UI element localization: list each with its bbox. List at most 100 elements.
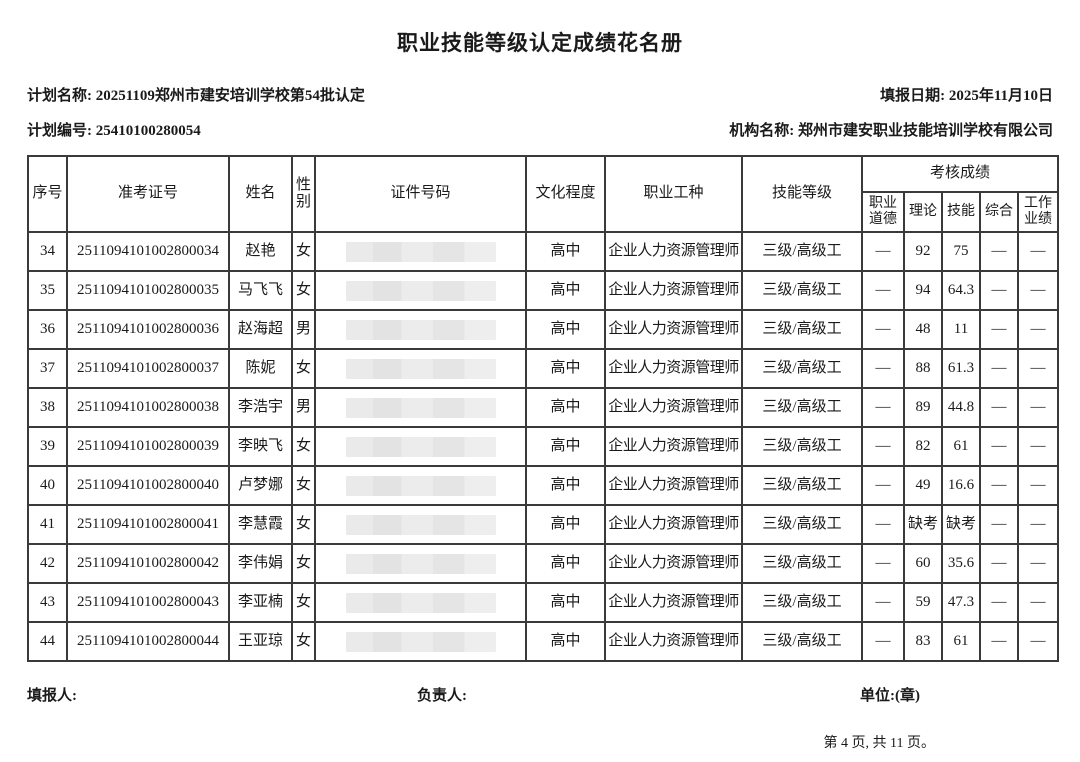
cell-theory: 48 [903,309,943,350]
cell-skill-level: 三级/高级工 [741,231,863,272]
table-row: 42 2511094101002800042 李伟娟 女 高中 企业人力资源管理… [27,543,1059,584]
cell-education: 高中 [525,348,606,389]
cell-name: 卢梦娜 [228,465,293,506]
col-header-education: 文化程度 [525,155,606,233]
page-title: 职业技能等级认定成绩花名册 [397,32,683,55]
cell-name: 王亚琼 [228,621,293,662]
cell-skill: 61.3 [941,348,981,389]
cell-ethics: — [861,504,905,545]
cell-no: 35 [27,270,68,311]
cell-comprehensive: — [979,387,1019,428]
redacted-id-block [345,280,496,301]
table-row: 38 2511094101002800038 李浩宇 男 高中 企业人力资源管理… [27,387,1059,428]
cell-no: 44 [27,621,68,662]
col-header-no: 序号 [27,155,68,233]
cell-id-number [314,231,527,272]
cell-work-performance: — [1017,309,1059,350]
cell-education: 高中 [525,621,606,662]
cell-skill: 61 [941,426,981,467]
cell-skill-level: 三级/高级工 [741,504,863,545]
col-header-comprehensive: 综合 [979,191,1019,233]
cell-no: 37 [27,348,68,389]
cell-ethics: — [861,621,905,662]
cell-skill-level: 三级/高级工 [741,309,863,350]
col-header-occupation: 职业工种 [604,155,743,233]
redacted-id-block [345,631,496,652]
page-number-info: 第 4 页, 共 11 页。 [823,736,935,751]
cell-occupation: 企业人力资源管理师 [604,309,743,350]
cell-exam-id: 2511094101002800034 [66,231,230,272]
col-header-skill: 技能 [941,191,981,233]
table-header: 序号 准考证号 姓名 性别 证件号码 文化程度 职业工种 技能等级 考核成绩 职… [27,155,1059,233]
redacted-id-block [345,241,496,262]
cell-exam-id: 2511094101002800038 [66,387,230,428]
score-roster-table: 序号 准考证号 姓名 性别 证件号码 文化程度 职业工种 技能等级 考核成绩 职… [27,155,1059,662]
cell-work-performance: — [1017,387,1059,428]
cell-exam-id: 2511094101002800036 [66,309,230,350]
cell-work-performance: — [1017,348,1059,389]
cell-education: 高中 [525,426,606,467]
cell-id-number [314,621,527,662]
cell-id-number [314,270,527,311]
cell-name: 李慧霞 [228,504,293,545]
table-body: 34 2511094101002800034 赵艳 女 高中 企业人力资源管理师… [27,231,1059,662]
cell-ethics: — [861,231,905,272]
cell-exam-id: 2511094101002800044 [66,621,230,662]
cell-exam-id: 2511094101002800037 [66,348,230,389]
redacted-id-block [345,475,496,496]
cell-skill-level: 三级/高级工 [741,465,863,506]
cell-id-number [314,504,527,545]
org-name-field: 机构名称: 郑州市建安职业技能培训学校有限公司 [729,122,1053,140]
cell-ethics: — [861,426,905,467]
col-header-skill-level: 技能等级 [741,155,863,233]
cell-work-performance: — [1017,582,1059,623]
cell-ethics: — [861,582,905,623]
table-row: 40 2511094101002800040 卢梦娜 女 高中 企业人力资源管理… [27,465,1059,506]
cell-skill-level: 三级/高级工 [741,543,863,584]
cell-occupation: 企业人力资源管理师 [604,543,743,584]
cell-gender: 男 [291,309,316,350]
cell-name: 陈妮 [228,348,293,389]
cell-theory: 60 [903,543,943,584]
cell-work-performance: — [1017,543,1059,584]
cell-exam-id: 2511094101002800043 [66,582,230,623]
cell-gender: 女 [291,621,316,662]
fill-date-field: 填报日期: 2025年11月10日 [880,87,1053,105]
cell-gender: 女 [291,582,316,623]
cell-gender: 女 [291,348,316,389]
cell-ethics: — [861,387,905,428]
cell-skill: 61 [941,621,981,662]
cell-name: 李亚楠 [228,582,293,623]
plan-no-label: 计划编号: [27,123,92,139]
cell-occupation: 企业人力资源管理师 [604,621,743,662]
cell-id-number [314,426,527,467]
table-row: 35 2511094101002800035 马飞飞 女 高中 企业人力资源管理… [27,270,1059,311]
cell-ethics: — [861,270,905,311]
cell-theory: 82 [903,426,943,467]
cell-comprehensive: — [979,426,1019,467]
cell-id-number [314,309,527,350]
col-header-exam-id: 准考证号 [66,155,230,233]
cell-skill: 11 [941,309,981,350]
cell-theory: 83 [903,621,943,662]
cell-education: 高中 [525,270,606,311]
cell-no: 40 [27,465,68,506]
cell-name: 赵艳 [228,231,293,272]
cell-skill-level: 三级/高级工 [741,582,863,623]
cell-id-number [314,543,527,584]
cell-occupation: 企业人力资源管理师 [604,504,743,545]
cell-no: 41 [27,504,68,545]
cell-comprehensive: — [979,309,1019,350]
table-row: 43 2511094101002800043 李亚楠 女 高中 企业人力资源管理… [27,582,1059,623]
cell-gender: 男 [291,387,316,428]
cell-skill-level: 三级/高级工 [741,387,863,428]
cell-theory: 89 [903,387,943,428]
cell-theory: 88 [903,348,943,389]
cell-no: 38 [27,387,68,428]
table-row: 44 2511094101002800044 王亚琼 女 高中 企业人力资源管理… [27,621,1059,662]
cell-id-number [314,348,527,389]
cell-skill-level: 三级/高级工 [741,348,863,389]
cell-ethics: — [861,309,905,350]
cell-exam-id: 2511094101002800041 [66,504,230,545]
org-name-value: 郑州市建安职业技能培训学校有限公司 [797,123,1053,139]
